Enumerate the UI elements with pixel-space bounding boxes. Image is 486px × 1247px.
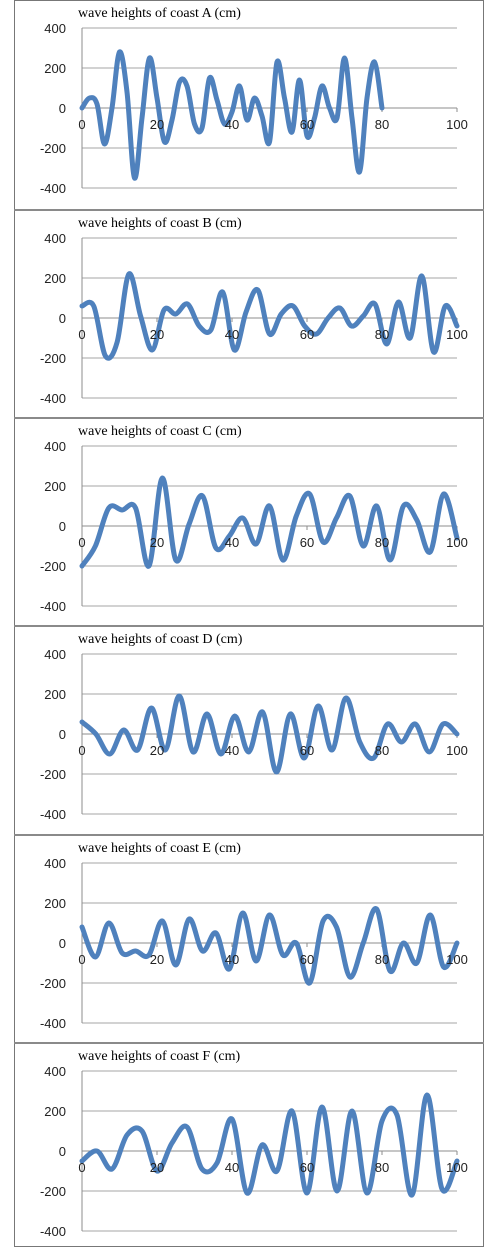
y-tick-label: 0 bbox=[59, 727, 66, 742]
x-tick-label: 100 bbox=[446, 535, 468, 550]
x-tick-label: 60 bbox=[300, 327, 314, 342]
chart-title: wave heights of coast F (cm) bbox=[78, 1049, 240, 1064]
y-tick-label: 200 bbox=[44, 1104, 66, 1119]
x-tick-label: 40 bbox=[225, 743, 239, 758]
y-tick-label: 400 bbox=[44, 231, 66, 246]
x-tick-label: 0 bbox=[78, 743, 85, 758]
y-tick-label: 200 bbox=[44, 896, 66, 911]
x-tick-label: 0 bbox=[78, 117, 85, 132]
y-tick-label: -400 bbox=[40, 807, 66, 822]
x-tick-label: 0 bbox=[78, 1160, 85, 1175]
chart-panel-b: 400 200 0 -200 -400 0 20 40 60 80 100 wave heights … bbox=[14, 210, 484, 418]
series-line-coast-c bbox=[79, 475, 460, 569]
chart-title: wave heights of coast E (cm) bbox=[78, 841, 241, 856]
series-line-coast-f bbox=[79, 1092, 460, 1198]
chart-title: wave heights of coast D (cm) bbox=[78, 632, 243, 647]
x-tick-label: 60 bbox=[300, 1160, 314, 1175]
y-tick-label: 400 bbox=[44, 1064, 66, 1079]
x-tick-label: 100 bbox=[446, 1160, 468, 1175]
panel-frame bbox=[14, 418, 484, 626]
y-tick-label: 200 bbox=[44, 61, 66, 76]
series-line-coast-e bbox=[79, 906, 460, 986]
chart-title: wave heights of coast C (cm) bbox=[78, 424, 242, 439]
x-tick-label: 20 bbox=[150, 1160, 164, 1175]
y-tick-label: -400 bbox=[40, 181, 66, 196]
y-tick-label: -200 bbox=[40, 1184, 66, 1199]
y-tick-label: -400 bbox=[40, 1016, 66, 1031]
x-tick-label: 80 bbox=[375, 1160, 389, 1175]
x-tick-label: 60 bbox=[300, 743, 314, 758]
y-tick-label: -200 bbox=[40, 559, 66, 574]
chart-panel-e: 400 200 0 -200 -400 0 20 40 60 80 100 wave heights … bbox=[14, 835, 484, 1043]
x-tick-label: 80 bbox=[375, 117, 389, 132]
y-tick-label: 0 bbox=[59, 519, 66, 534]
y-tick-label: 0 bbox=[59, 936, 66, 951]
panel-frame bbox=[14, 0, 484, 210]
y-tick-label: -400 bbox=[40, 599, 66, 614]
y-tick-label: 0 bbox=[59, 1144, 66, 1159]
x-tick-label: 20 bbox=[150, 117, 164, 132]
x-tick-label: 100 bbox=[446, 327, 468, 342]
x-tick-label: 0 bbox=[78, 327, 85, 342]
x-tick-label: 60 bbox=[300, 535, 314, 550]
x-tick-label: 100 bbox=[446, 952, 468, 967]
x-tick-label: 40 bbox=[225, 535, 239, 550]
y-tick-label: 200 bbox=[44, 687, 66, 702]
x-tick-label: 20 bbox=[150, 743, 164, 758]
series-line-coast-b bbox=[79, 271, 460, 361]
x-tick-label: 40 bbox=[225, 327, 239, 342]
x-tick-label: 80 bbox=[375, 535, 389, 550]
x-tick-label: 80 bbox=[375, 327, 389, 342]
y-tick-label: -200 bbox=[40, 767, 66, 782]
x-tick-label: 0 bbox=[78, 535, 85, 550]
chart-panel-c: 400 200 0 -200 -400 0 20 40 60 80 100 wave heights … bbox=[14, 418, 484, 626]
x-tick-label: 40 bbox=[225, 1160, 239, 1175]
x-tick-label: 0 bbox=[78, 952, 85, 967]
panel-frame bbox=[14, 1043, 484, 1247]
y-tick-label: -200 bbox=[40, 141, 66, 156]
x-tick-label: 60 bbox=[300, 117, 314, 132]
chart-panel-a: 400 200 0 -200 -400 0 20 40 60 80 100 wave heights … bbox=[14, 0, 484, 210]
x-tick-label: 40 bbox=[225, 952, 239, 967]
y-tick-label: 400 bbox=[44, 21, 66, 36]
x-tick-label: 100 bbox=[446, 117, 468, 132]
panel-frame bbox=[14, 626, 484, 835]
x-tick-label: 20 bbox=[150, 952, 164, 967]
y-tick-label: 400 bbox=[44, 647, 66, 662]
y-tick-label: -200 bbox=[40, 976, 66, 991]
series-line-coast-a bbox=[79, 49, 385, 181]
y-tick-label: -200 bbox=[40, 351, 66, 366]
x-tick-label: 60 bbox=[300, 952, 314, 967]
y-tick-label: 400 bbox=[44, 856, 66, 871]
x-tick-label: 20 bbox=[150, 327, 164, 342]
y-tick-label: 200 bbox=[44, 479, 66, 494]
y-tick-label: 0 bbox=[59, 311, 66, 326]
x-tick-label: 100 bbox=[446, 743, 468, 758]
y-tick-label: -400 bbox=[40, 1224, 66, 1239]
x-tick-label: 80 bbox=[375, 743, 389, 758]
series-line-coast-d bbox=[79, 693, 460, 775]
y-tick-label: 400 bbox=[44, 439, 66, 454]
chart-title: wave heights of coast B (cm) bbox=[78, 216, 242, 231]
x-tick-label: 20 bbox=[150, 535, 164, 550]
y-tick-label: -400 bbox=[40, 391, 66, 406]
x-tick-label: 40 bbox=[225, 117, 239, 132]
y-tick-label: 200 bbox=[44, 271, 66, 286]
x-tick-label: 80 bbox=[375, 952, 389, 967]
y-tick-label: 0 bbox=[59, 101, 66, 116]
chart-title: wave heights of coast A (cm) bbox=[78, 6, 241, 21]
chart-panel-f: 400 200 0 -200 -400 0 20 40 60 80 100 wave heights … bbox=[14, 1043, 484, 1247]
chart-panel-d: 400 200 0 -200 -400 0 20 40 60 80 100 wave heights … bbox=[14, 626, 484, 835]
panel-frame bbox=[14, 210, 484, 418]
